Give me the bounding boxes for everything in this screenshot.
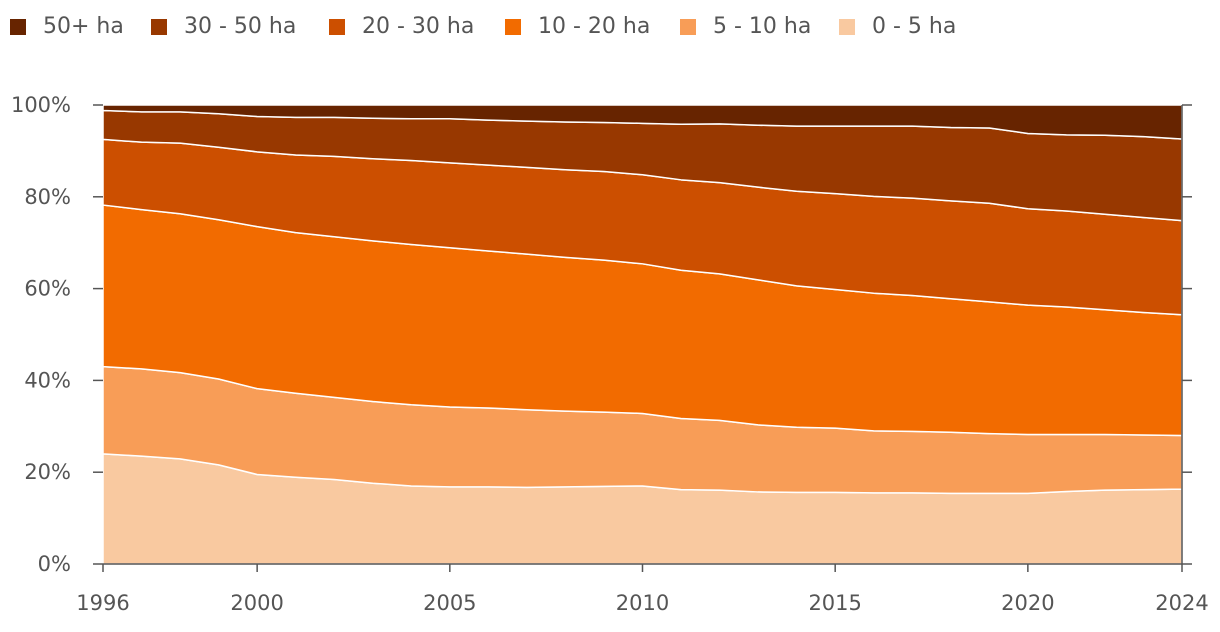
legend-label: 30 - 50 ha (184, 14, 296, 39)
legend-label: 5 - 10 ha (713, 14, 811, 39)
legend-label: 10 - 20 ha (538, 14, 650, 39)
x-tick-label: 2000 (230, 591, 283, 615)
y-tick-label: 80% (24, 185, 71, 209)
legend-item-10-20-ha: 10 - 20 ha (505, 14, 650, 39)
legend-label: 20 - 30 ha (362, 14, 474, 39)
y-tick-label: 0% (38, 552, 71, 576)
x-tick-label: 2015 (808, 591, 861, 615)
x-tick-label: 2005 (423, 591, 476, 615)
legend: 50+ ha 30 - 50 ha 20 - 30 ha 10 - 20 ha 5 - … (10, 14, 956, 39)
legend-swatch (505, 19, 521, 35)
legend-swatch (680, 19, 696, 35)
legend-label: 50+ ha (43, 14, 124, 39)
legend-swatch (10, 19, 26, 35)
y-tick-label: 60% (24, 277, 71, 301)
legend-label: 0 - 5 ha (872, 14, 956, 39)
legend-item-30-50-ha: 30 - 50 ha (151, 14, 296, 39)
legend-item-5-10-ha: 5 - 10 ha (680, 14, 811, 39)
legend-item-20-30-ha: 20 - 30 ha (329, 14, 474, 39)
y-tick-label: 40% (24, 368, 71, 392)
y-tick-label: 20% (24, 460, 71, 484)
legend-swatch (151, 19, 167, 35)
axes: 0% 20% 40% 60% 80% 100% 1996 2000 2005 2010 2015 20… (11, 93, 1209, 615)
x-tick-label: 2020 (1001, 591, 1054, 615)
x-tick-label: 2024 (1155, 591, 1208, 615)
plot-areas (102, 104, 1183, 565)
x-tick-label: 2010 (616, 591, 669, 615)
legend-swatch (839, 19, 855, 35)
x-tick-label: 1996 (76, 591, 129, 615)
y-tick-label: 100% (11, 93, 71, 117)
legend-swatch (329, 19, 345, 35)
legend-item-0-5-ha: 0 - 5 ha (839, 14, 956, 39)
legend-item-50plus-ha: 50+ ha (10, 14, 124, 39)
